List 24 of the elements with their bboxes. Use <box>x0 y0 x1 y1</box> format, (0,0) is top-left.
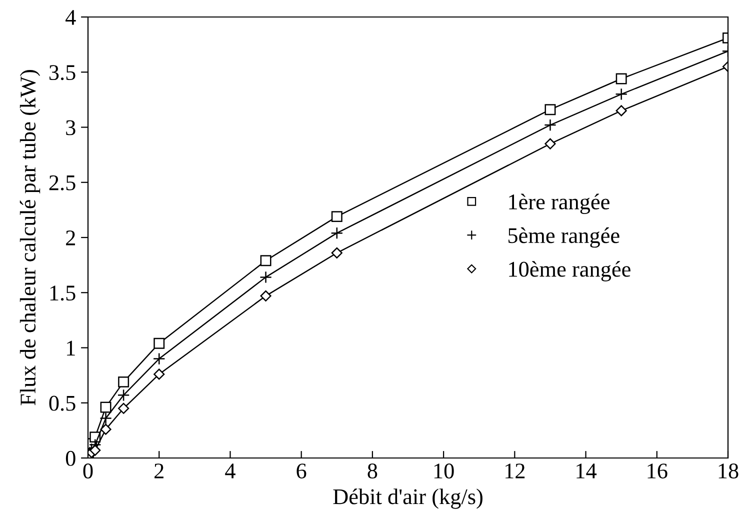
x-tick-label: 16 <box>648 464 668 478</box>
x-tick-label: 2 <box>154 464 164 478</box>
x-axis-title: Débit d'air (kg/s) <box>333 488 482 509</box>
x-tick-label: 8 <box>368 464 378 478</box>
legend-label: 5ème rangée <box>508 227 620 248</box>
y-tick-label: 4 <box>66 10 76 25</box>
y-tick-label: 2.5 <box>49 175 76 190</box>
legend-label: 10ème rangée <box>509 261 630 282</box>
x-tick-label: 4 <box>225 464 236 478</box>
y-tick-label: 2 <box>66 230 75 246</box>
x-tick-label: 18 <box>718 464 738 478</box>
y-tick-label: 1.5 <box>50 286 76 301</box>
y-tick-label: 3.5 <box>49 65 76 80</box>
y-tick-label: 0.5 <box>49 396 76 411</box>
y-tick-label: 0 <box>66 450 76 466</box>
x-tick-label: 6 <box>296 464 306 478</box>
x-tick-label: 14 <box>576 464 597 478</box>
x-tick-label: 10 <box>434 464 454 478</box>
legend-label: 1ère rangée <box>509 194 610 214</box>
x-tick-label: 0 <box>83 464 93 478</box>
y-axis-title: Flux de chaleur calculé par tube (kW) <box>20 70 40 406</box>
x-tick-label: 12 <box>506 464 525 478</box>
y-tick-label: 3 <box>66 120 76 136</box>
y-tick-label: 1 <box>67 340 75 356</box>
